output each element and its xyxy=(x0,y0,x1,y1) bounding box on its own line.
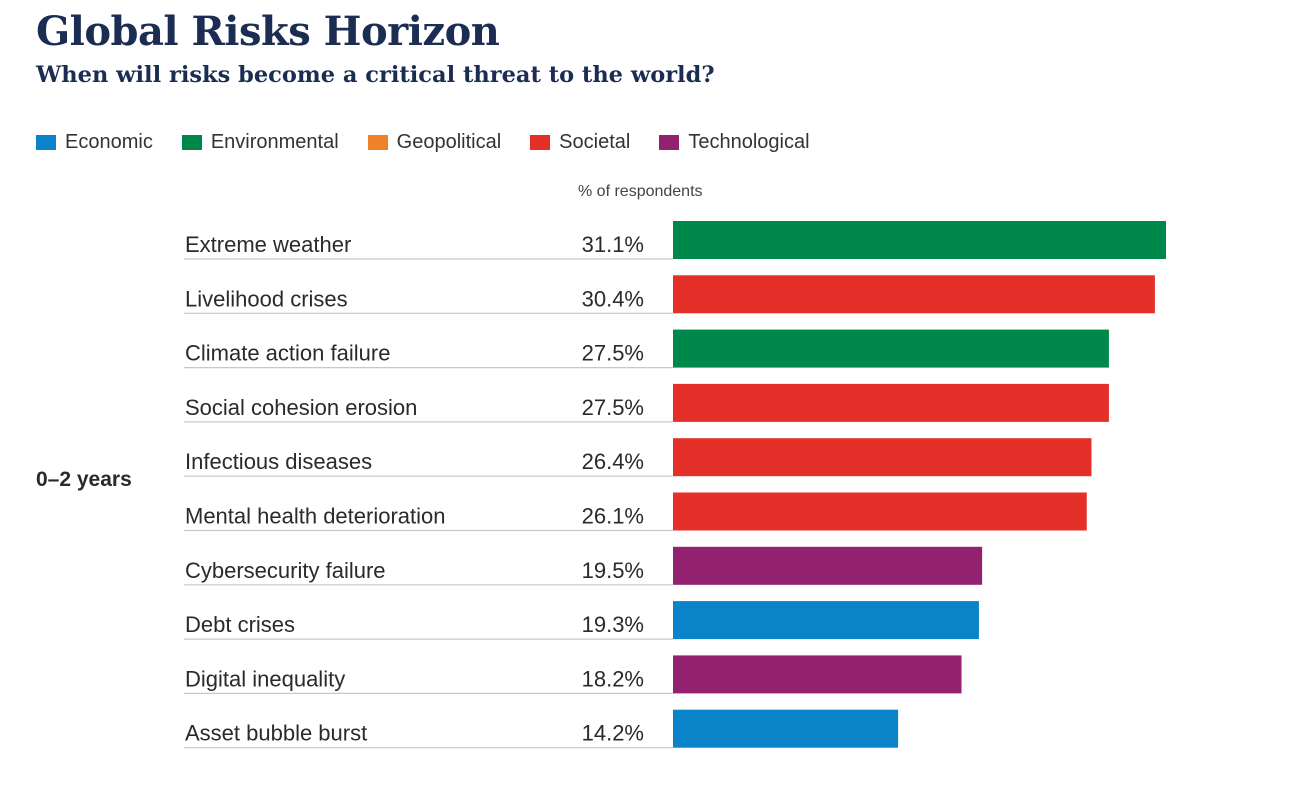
legend-swatch-societal xyxy=(530,134,551,150)
bar-climate-action-failure xyxy=(673,329,1109,368)
legend-label-economic: Economic xyxy=(65,130,153,153)
bar-digital-inequality xyxy=(673,655,962,694)
legend-swatch-economic xyxy=(36,134,56,150)
legend-label-environmental: Environmental xyxy=(210,130,339,153)
legend-item-societal: Societal xyxy=(530,131,630,154)
category-label-debt-crises: Debt crises xyxy=(185,612,295,637)
value-label-cybersecurity-failure: 19.5% xyxy=(582,558,644,583)
legend-label-societal: Societal xyxy=(559,130,631,153)
category-label-cybersecurity-failure: Cybersecurity failure xyxy=(185,558,386,583)
legend-label-geopolitical: Geopolitical xyxy=(396,130,502,153)
value-label-social-cohesion-erosion: 27.5% xyxy=(582,395,644,420)
value-label-livelihood-crises: 30.4% xyxy=(582,286,644,311)
chart-subtitle: When will risks become a critical threat… xyxy=(36,62,715,88)
legend-label-technological: Technological xyxy=(688,130,810,153)
value-label-digital-inequality: 18.2% xyxy=(582,666,644,691)
legend-swatch-environmental xyxy=(181,134,202,150)
bar-cybersecurity-failure xyxy=(673,546,983,585)
category-label-climate-action-failure: Climate action failure xyxy=(185,341,390,366)
legend-item-technological: Technological xyxy=(659,130,810,154)
category-label-asset-bubble-burst: Asset bubble burst xyxy=(185,721,367,746)
category-label-extreme-weather: Extreme weather xyxy=(185,232,351,257)
bar-asset-bubble-burst xyxy=(673,709,899,748)
legend-item-economic: Economic xyxy=(36,131,153,154)
value-label-debt-crises: 19.3% xyxy=(582,612,644,637)
value-label-mental-health-deterioration: 26.1% xyxy=(582,504,644,529)
time-horizon-label: 0–2 years xyxy=(36,468,132,491)
axis-unit-label: % of respondents xyxy=(578,183,703,200)
bar-livelihood-crises xyxy=(673,275,1155,314)
legend-item-geopolitical: Geopolitical xyxy=(367,130,502,154)
legend: Economic Environmental Geopolitical Soci… xyxy=(36,129,839,155)
value-label-asset-bubble-burst: 14.2% xyxy=(582,721,644,746)
value-label-climate-action-failure: 27.5% xyxy=(582,341,644,366)
value-label-infectious-diseases: 26.4% xyxy=(582,449,644,474)
category-label-mental-health-deterioration: Mental health deterioration xyxy=(185,504,446,529)
bar-social-cohesion-erosion xyxy=(673,383,1109,422)
value-label-extreme-weather: 31.1% xyxy=(582,232,644,257)
chart-title: Global Risks Horizon xyxy=(36,8,500,55)
legend-item-environmental: Environmental xyxy=(181,130,339,154)
category-label-social-cohesion-erosion: Social cohesion erosion xyxy=(185,395,417,420)
bar-infectious-diseases xyxy=(673,438,1092,477)
bar-mental-health-deterioration xyxy=(673,492,1087,531)
category-label-livelihood-crises: Livelihood crises xyxy=(185,286,348,311)
legend-swatch-geopolitical xyxy=(367,134,388,150)
legend-swatch-technological xyxy=(659,134,680,150)
bar-extreme-weather xyxy=(673,221,1166,259)
bar-debt-crises xyxy=(673,601,979,640)
category-label-infectious-diseases: Infectious diseases xyxy=(185,449,372,474)
category-label-digital-inequality: Digital inequality xyxy=(185,666,345,691)
